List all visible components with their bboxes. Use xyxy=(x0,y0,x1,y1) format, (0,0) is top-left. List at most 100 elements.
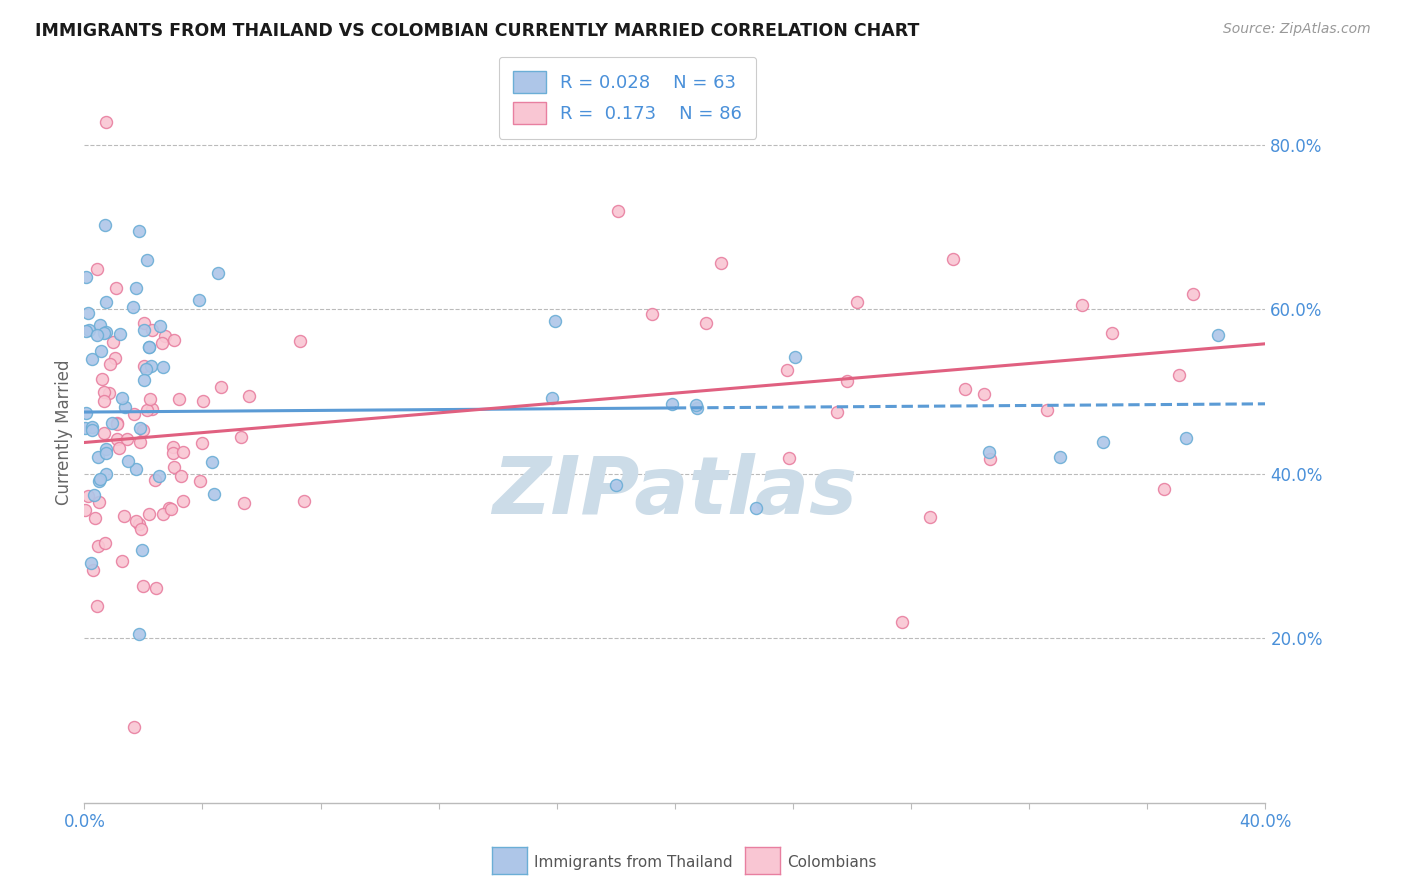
Point xyxy=(80,351,103,366)
Point xyxy=(143,473,166,487)
Point xyxy=(124,720,146,734)
Point xyxy=(108,442,131,456)
Point xyxy=(1091,435,1114,450)
Point xyxy=(136,402,159,417)
Text: Source: ZipAtlas.com: Source: ZipAtlas.com xyxy=(1223,22,1371,37)
Point xyxy=(128,224,150,238)
Point xyxy=(544,314,567,328)
Point xyxy=(138,340,160,354)
Point xyxy=(541,391,564,405)
Point xyxy=(101,334,124,349)
Point xyxy=(129,523,152,537)
Point xyxy=(145,581,167,595)
Text: Colombians: Colombians xyxy=(787,855,877,870)
Y-axis label: Currently Married: Currently Married xyxy=(55,359,73,506)
Point xyxy=(94,536,117,550)
Point xyxy=(191,435,214,450)
Point xyxy=(75,324,97,338)
Point xyxy=(1181,287,1204,301)
Point xyxy=(973,386,995,401)
Point xyxy=(170,469,193,483)
Point xyxy=(73,503,96,517)
Point xyxy=(125,462,148,476)
Point xyxy=(167,392,190,406)
Point xyxy=(87,474,110,488)
Point xyxy=(229,430,252,444)
Point xyxy=(76,305,98,319)
Point xyxy=(138,340,160,354)
Point xyxy=(778,450,800,465)
Point xyxy=(82,423,104,437)
Point xyxy=(128,627,150,641)
Point xyxy=(202,487,225,501)
Point xyxy=(79,323,101,337)
Point xyxy=(157,501,180,516)
Point xyxy=(125,514,148,528)
Point xyxy=(188,474,211,488)
Point xyxy=(128,516,150,531)
Point xyxy=(606,203,628,218)
Point xyxy=(117,454,139,468)
Point xyxy=(90,343,112,358)
Point xyxy=(87,495,110,509)
Point xyxy=(201,454,224,468)
Point xyxy=(150,335,173,350)
Point xyxy=(132,373,155,387)
Point xyxy=(122,407,145,421)
Point xyxy=(86,328,108,343)
Point xyxy=(1036,403,1059,417)
Point xyxy=(776,362,799,376)
Point xyxy=(132,579,155,593)
Point xyxy=(94,294,117,309)
Point xyxy=(172,494,194,508)
Point xyxy=(101,416,124,430)
Point xyxy=(77,489,100,503)
Point xyxy=(207,266,229,280)
Point xyxy=(82,563,104,577)
Point xyxy=(105,416,128,430)
Point xyxy=(141,323,163,337)
Point xyxy=(292,494,315,508)
Point xyxy=(131,542,153,557)
Point xyxy=(710,256,733,270)
Point xyxy=(209,379,232,393)
Point xyxy=(75,269,97,284)
Text: Immigrants from Thailand: Immigrants from Thailand xyxy=(534,855,733,870)
Point xyxy=(86,599,108,613)
Point xyxy=(112,509,135,524)
Point xyxy=(163,333,186,347)
Point xyxy=(110,391,132,405)
Point xyxy=(93,426,115,441)
Point xyxy=(942,252,965,267)
Point xyxy=(686,401,709,416)
Point xyxy=(135,362,157,376)
Point xyxy=(233,496,256,510)
Point xyxy=(98,386,121,401)
Point xyxy=(89,472,111,486)
Point xyxy=(1206,328,1229,343)
Point xyxy=(1175,431,1198,445)
Point xyxy=(825,405,848,419)
Point xyxy=(785,350,807,364)
Point xyxy=(98,357,121,371)
Point xyxy=(745,500,768,515)
Point xyxy=(920,509,942,524)
Point xyxy=(115,433,138,447)
Point xyxy=(87,450,110,464)
Point xyxy=(110,554,132,568)
Point xyxy=(148,469,170,483)
Point xyxy=(138,507,160,521)
Point xyxy=(86,262,108,277)
Point xyxy=(129,435,152,450)
Point xyxy=(134,323,156,337)
Point xyxy=(953,382,976,396)
Point xyxy=(153,328,176,343)
Point xyxy=(84,510,107,524)
Point xyxy=(891,615,914,629)
Point xyxy=(149,318,172,333)
Point xyxy=(96,445,118,459)
Point xyxy=(114,400,136,414)
Point xyxy=(141,401,163,416)
Point xyxy=(685,398,707,412)
Point xyxy=(128,420,150,434)
